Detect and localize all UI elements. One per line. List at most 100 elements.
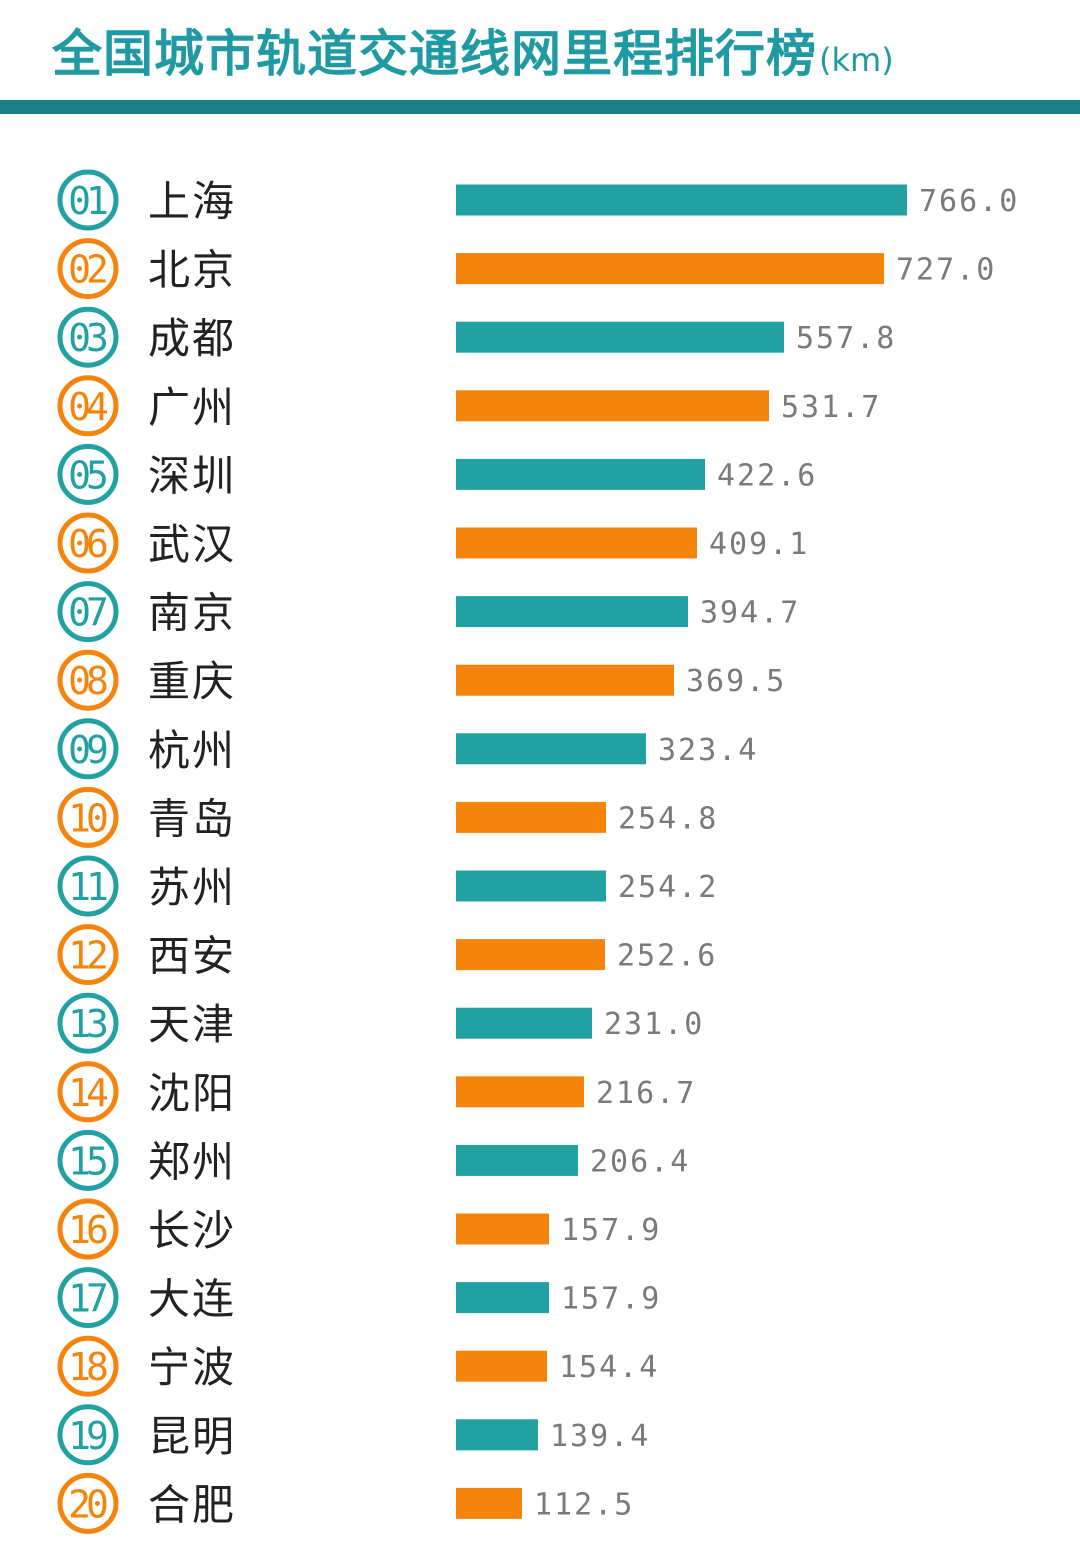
value-label: 557.8 bbox=[796, 321, 896, 356]
value-label: 766.0 bbox=[919, 184, 1019, 219]
chart-row: 10 青岛 254.8 bbox=[57, 786, 718, 848]
value-label: 369.5 bbox=[686, 664, 786, 699]
chart-row: 08 重庆 369.5 bbox=[57, 649, 786, 711]
city-label: 长沙 bbox=[148, 1206, 236, 1255]
bar bbox=[456, 801, 606, 833]
rank-number: 19 bbox=[68, 1414, 107, 1458]
value-label: 254.8 bbox=[618, 801, 718, 836]
bar bbox=[456, 390, 769, 422]
bar bbox=[456, 596, 688, 628]
bar bbox=[456, 870, 606, 902]
bar bbox=[456, 1076, 584, 1108]
rank-number: 09 bbox=[68, 728, 107, 772]
city-label: 苏州 bbox=[148, 863, 236, 912]
bar bbox=[456, 527, 697, 559]
rank-number: 05 bbox=[68, 453, 106, 497]
value-label: 323.4 bbox=[658, 733, 758, 768]
title-row: 全国城市轨道交通线网里程排行榜 (km) bbox=[52, 14, 894, 98]
bar bbox=[456, 1487, 522, 1519]
value-label: 216.7 bbox=[596, 1076, 696, 1111]
value-label: 112.5 bbox=[534, 1487, 634, 1522]
city-label: 北京 bbox=[148, 246, 236, 295]
bar bbox=[456, 664, 674, 696]
city-label: 深圳 bbox=[148, 451, 236, 500]
rank-badge bbox=[57, 786, 119, 848]
rank-number: 16 bbox=[68, 1208, 107, 1252]
rank-badge bbox=[57, 1267, 119, 1329]
chart-unit: (km) bbox=[819, 41, 894, 79]
rank-number: 20 bbox=[68, 1482, 107, 1526]
rank-badge bbox=[57, 1198, 119, 1260]
city-label: 郑州 bbox=[148, 1137, 236, 1186]
city-label: 广州 bbox=[148, 383, 236, 432]
bar bbox=[456, 1007, 592, 1039]
city-label: 西安 bbox=[148, 932, 236, 981]
rank-badge bbox=[57, 1129, 119, 1191]
rank-number: 01 bbox=[68, 179, 107, 223]
bar-chart: 01 上海 766.0 02 北京 727.0 03 成都 557.8 04 广州 531.7 05 深圳… bbox=[57, 169, 1019, 1534]
value-label: 206.4 bbox=[590, 1144, 690, 1179]
city-label: 青岛 bbox=[148, 794, 236, 843]
city-label: 沈阳 bbox=[148, 1069, 236, 1118]
rank-badge bbox=[57, 855, 119, 917]
rank-badge bbox=[57, 992, 119, 1054]
rank-badge bbox=[57, 649, 119, 711]
rank-number: 17 bbox=[68, 1277, 107, 1321]
rank-badge bbox=[57, 1404, 119, 1466]
value-label: 252.6 bbox=[617, 939, 717, 974]
title-underline bbox=[0, 100, 1080, 114]
chart-row: 14 沈阳 216.7 bbox=[57, 1061, 696, 1123]
chart-row: 13 天津 231.0 bbox=[57, 992, 704, 1054]
rank-number: 06 bbox=[68, 522, 107, 566]
rank-number: 12 bbox=[68, 934, 106, 978]
chart-row: 04 广州 531.7 bbox=[57, 375, 881, 437]
value-label: 409.1 bbox=[709, 527, 809, 562]
value-label: 231.0 bbox=[604, 1007, 704, 1042]
chart-row: 12 西安 252.6 bbox=[57, 924, 717, 986]
chart-row: 01 上海 766.0 bbox=[57, 169, 1019, 231]
bar bbox=[456, 1213, 549, 1245]
city-label: 南京 bbox=[148, 589, 236, 638]
chart-row: 16 长沙 157.9 bbox=[57, 1198, 659, 1260]
city-label: 重庆 bbox=[148, 657, 236, 706]
rank-number: 14 bbox=[68, 1071, 108, 1115]
bar bbox=[456, 939, 605, 971]
rank-badge bbox=[57, 512, 119, 574]
bar bbox=[456, 458, 705, 490]
bar bbox=[456, 184, 907, 216]
chart-title: 全国城市轨道交通线网里程排行榜 bbox=[52, 25, 817, 83]
value-label: 394.7 bbox=[700, 596, 800, 631]
rank-badge bbox=[57, 924, 119, 986]
chart-row: 11 苏州 254.2 bbox=[57, 855, 718, 917]
value-label: 139.4 bbox=[550, 1419, 650, 1454]
chart-row: 05 深圳 422.6 bbox=[57, 443, 815, 505]
rank-number: 10 bbox=[68, 796, 107, 840]
city-label: 宁波 bbox=[148, 1343, 236, 1392]
chart-row: 15 郑州 206.4 bbox=[57, 1129, 690, 1191]
bar bbox=[456, 321, 784, 353]
rank-number: 08 bbox=[68, 659, 107, 703]
value-label: 727.0 bbox=[896, 253, 996, 288]
rank-badge bbox=[57, 1335, 119, 1397]
city-label: 天津 bbox=[148, 1000, 236, 1049]
rank-badge bbox=[57, 1061, 119, 1123]
rank-number: 11 bbox=[68, 865, 107, 909]
city-label: 成都 bbox=[148, 314, 236, 363]
chart-row: 20 合肥 112.5 bbox=[57, 1472, 634, 1534]
chart-row: 17 大连 157.9 bbox=[57, 1267, 661, 1329]
value-label: 254.2 bbox=[618, 870, 718, 905]
bar bbox=[456, 1282, 549, 1314]
city-label: 杭州 bbox=[148, 726, 236, 775]
rank-badge bbox=[57, 169, 119, 231]
city-label: 昆明 bbox=[148, 1412, 236, 1461]
bar bbox=[456, 1350, 547, 1382]
city-label: 大连 bbox=[148, 1275, 236, 1324]
city-label: 上海 bbox=[148, 177, 236, 226]
value-label: 531.7 bbox=[781, 390, 881, 425]
chart-row: 06 武汉 409.1 bbox=[57, 512, 809, 574]
chart-row: 07 南京 394.7 bbox=[57, 581, 800, 643]
rank-number: 18 bbox=[68, 1345, 107, 1389]
bar bbox=[456, 253, 884, 285]
rank-number: 07 bbox=[68, 591, 107, 635]
value-label: 157.9 bbox=[561, 1282, 661, 1317]
